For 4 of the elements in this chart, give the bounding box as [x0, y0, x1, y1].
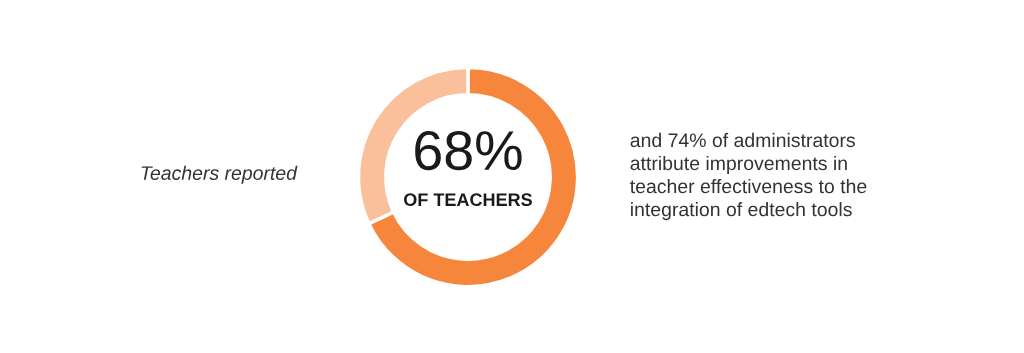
text: 68%	[415, 130, 522, 171]
text: OF TEACHERS	[404, 193, 532, 207]
text: Teachers reported	[141, 165, 298, 184]
text: and 74% of administrators attribute improvements in teacher effectiveness to the integration of edtech tools	[630, 132, 867, 221]
